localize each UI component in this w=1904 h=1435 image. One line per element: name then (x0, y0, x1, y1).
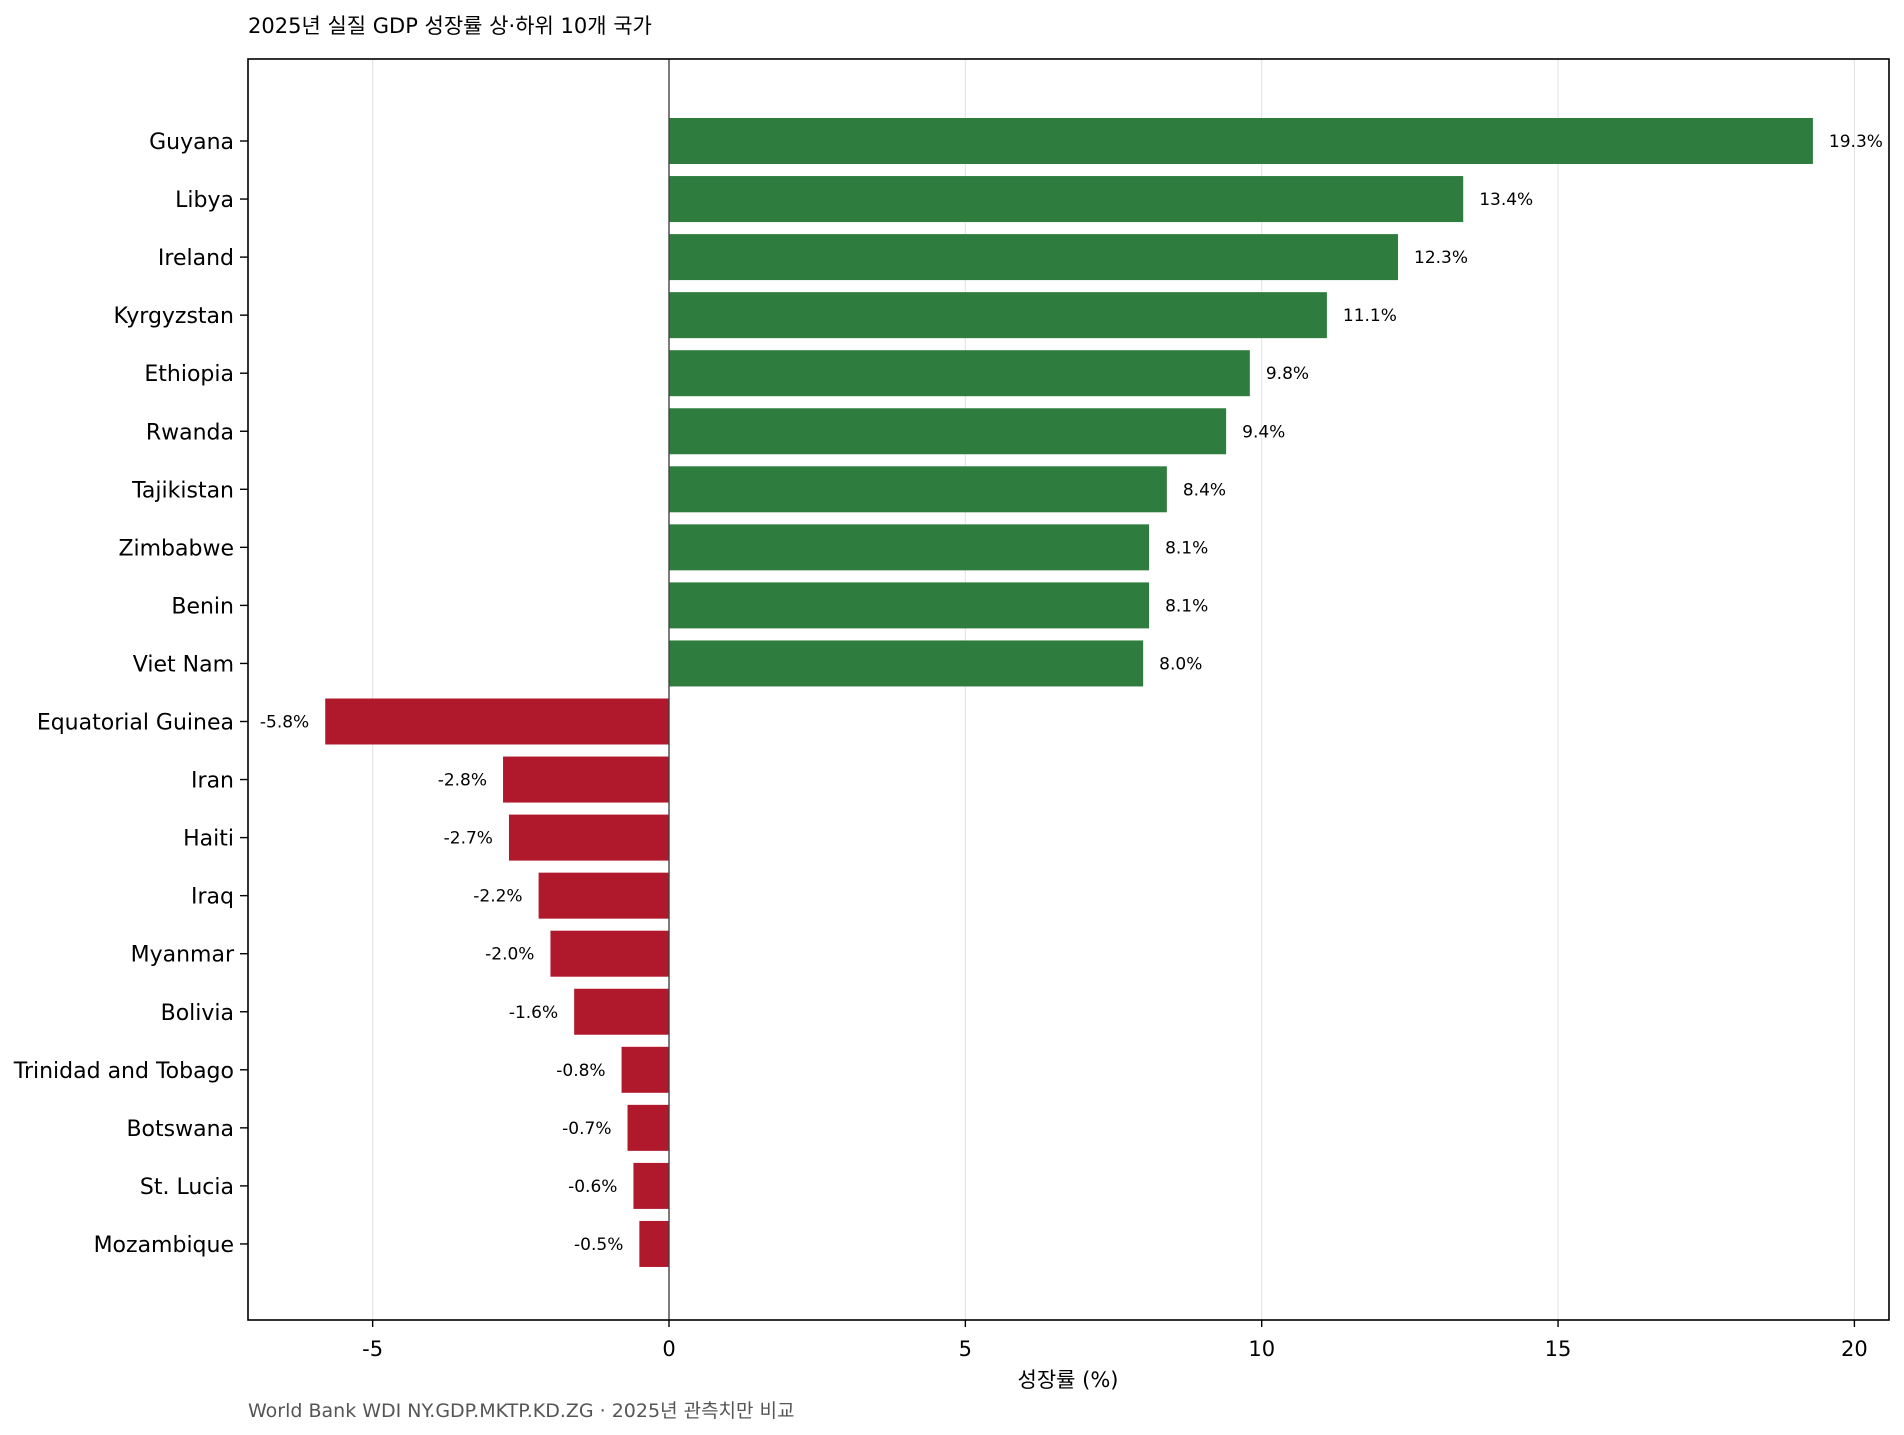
category-labels: Guyana Libya Ireland Kyrgyzstan Ethiopia Rwan… (13, 130, 248, 1258)
plot-frame (247, 58, 1890, 1321)
bar (508, 814, 669, 861)
category-label: Myanmar (131, 943, 235, 968)
bar (669, 524, 1150, 571)
bar (574, 988, 669, 1035)
category-label: Trinidad and Tobago (13, 1059, 234, 1084)
data-label: 8.4% (1183, 480, 1226, 500)
category-label: Ethiopia (144, 362, 234, 387)
data-label: 9.4% (1242, 422, 1285, 442)
source-note: World Bank WDI NY.GDP.MKTP.KD.ZG · 2025년… (248, 1400, 795, 1422)
category-label: Ireland (158, 246, 234, 271)
category-label: Iran (191, 769, 234, 794)
chart-title: 2025년 실질 GDP 성장률 상·하위 10개 국가 (248, 14, 652, 38)
bar (627, 1104, 669, 1151)
category-label: Iraq (191, 885, 234, 910)
data-label: -0.8% (556, 1061, 605, 1081)
data-label: -0.5% (574, 1235, 623, 1255)
category-label: Mozambique (94, 1233, 234, 1258)
data-label: -2.8% (438, 771, 487, 791)
bar (325, 698, 669, 745)
data-label: 12.3% (1414, 248, 1468, 268)
data-label: -0.7% (562, 1119, 611, 1139)
bar (538, 872, 669, 919)
category-label: Kyrgyzstan (113, 304, 234, 329)
category-label: Libya (175, 188, 234, 213)
bars (325, 118, 1813, 1267)
category-label: Haiti (183, 827, 234, 852)
x-axis-title: 성장률 (%) (1018, 1368, 1119, 1392)
x-axis-ticks: -5 0 5 10 15 20 (362, 1320, 1868, 1361)
data-label: -1.6% (509, 1003, 558, 1023)
bar (633, 1162, 669, 1209)
category-label: Botswana (126, 1117, 234, 1142)
category-label: Rwanda (146, 420, 234, 445)
x-tick-label: 10 (1248, 1337, 1275, 1361)
x-tick-label: 5 (959, 1337, 972, 1361)
category-label: St. Lucia (140, 1175, 234, 1200)
category-label: Equatorial Guinea (37, 711, 234, 736)
bar (503, 756, 669, 803)
data-label: 11.1% (1343, 306, 1397, 326)
bar (669, 176, 1464, 223)
category-label: Guyana (149, 130, 234, 155)
category-label: Viet Nam (133, 652, 234, 677)
bar (639, 1220, 669, 1267)
data-label: 9.8% (1266, 364, 1309, 384)
bar (669, 582, 1150, 629)
data-label: 19.3% (1829, 132, 1883, 152)
bar (669, 640, 1144, 687)
bar (669, 234, 1399, 281)
x-tick-label: 20 (1841, 1337, 1868, 1361)
bar (621, 1046, 669, 1093)
category-label: Tajikistan (131, 478, 234, 503)
x-tick-label: 0 (662, 1337, 675, 1361)
data-label: -0.6% (568, 1177, 617, 1197)
data-label: 8.1% (1165, 596, 1208, 616)
data-label: -2.7% (444, 829, 493, 849)
category-label: Zimbabwe (118, 536, 234, 561)
data-label: -2.0% (485, 945, 534, 965)
bar (669, 466, 1167, 513)
bar (669, 292, 1327, 339)
category-label: Benin (171, 594, 234, 619)
data-label: -2.2% (473, 887, 522, 907)
bar (669, 118, 1813, 164)
data-label: 13.4% (1479, 190, 1533, 210)
bar (550, 930, 669, 977)
bar (669, 350, 1250, 397)
data-label: 8.0% (1159, 654, 1202, 674)
data-label: 8.1% (1165, 538, 1208, 558)
data-labels: 19.3% 13.4% 12.3% 11.1% 9.8% 9.4% 8.4% 8.1% 8.1%… (260, 132, 1883, 1255)
category-label: Bolivia (161, 1001, 234, 1026)
x-tick-label: -5 (362, 1337, 383, 1361)
bar (669, 408, 1227, 455)
data-label: -5.8% (260, 713, 309, 733)
x-tick-label: 15 (1545, 1337, 1572, 1361)
